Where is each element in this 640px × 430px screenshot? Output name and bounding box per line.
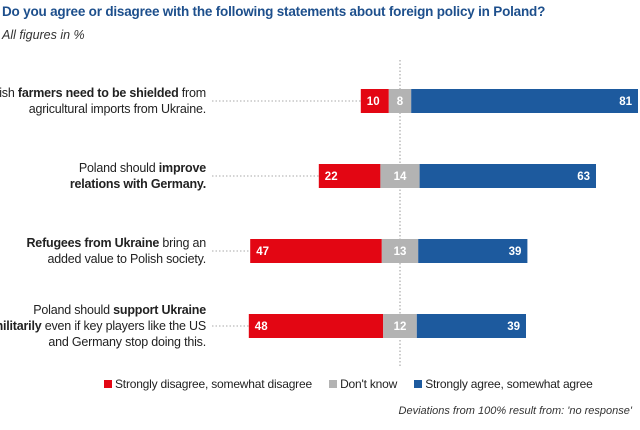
data-label-disagree: 48 bbox=[255, 321, 268, 333]
data-label-dont-know: 14 bbox=[394, 171, 407, 183]
chart-title: Do you agree or disagree with the follow… bbox=[2, 4, 546, 19]
bar-agree bbox=[416, 314, 526, 338]
bar-disagree bbox=[248, 314, 384, 338]
bar-agree bbox=[418, 239, 528, 263]
statement-label: Poland should improve relations with Germ… bbox=[70, 160, 206, 192]
legend-label-disagree: Strongly disagree, somewhat disagree bbox=[115, 377, 312, 391]
bar-agree bbox=[419, 164, 596, 188]
data-label-dont-know: 12 bbox=[394, 321, 407, 333]
data-label-dont-know: 13 bbox=[394, 246, 407, 258]
data-label-disagree: 10 bbox=[367, 96, 380, 108]
legend-swatch-disagree bbox=[104, 380, 112, 388]
data-label-agree: 39 bbox=[509, 246, 522, 258]
data-label-disagree: 22 bbox=[325, 171, 338, 183]
statement-text: support Ukraine bbox=[113, 303, 206, 317]
bar-dont-know bbox=[388, 89, 412, 113]
bar-disagree bbox=[250, 239, 382, 263]
legend-item-agree: Strongly agree, somewhat agree bbox=[414, 377, 593, 391]
bar-disagree bbox=[318, 164, 381, 188]
bar-dont-know bbox=[381, 239, 419, 263]
bar-dont-know bbox=[380, 164, 420, 188]
statement-text: farmers need to be shielded bbox=[17, 86, 179, 100]
chart-plot: 10 8 81 22 14 63 47 13 39 48 12 39 bbox=[212, 60, 638, 367]
statement-text: even if key players like the US bbox=[41, 319, 206, 333]
data-label-agree: 63 bbox=[577, 171, 590, 183]
data-label-agree: 39 bbox=[507, 321, 520, 333]
statement-text: relations with Germany. bbox=[69, 177, 206, 191]
legend: Strongly disagree, somewhat disagree Don… bbox=[104, 377, 607, 391]
chart-subtitle: All figures in % bbox=[2, 28, 85, 42]
statement-text: improve bbox=[158, 161, 206, 175]
data-label-dont-know: 8 bbox=[397, 96, 404, 108]
legend-item-dont-know: Don't know bbox=[329, 377, 397, 391]
statement-text: Poland should bbox=[33, 303, 114, 317]
statement-label: Refugees from Ukraine bring an added valu… bbox=[26, 235, 206, 267]
legend-label-dont-know: Don't know bbox=[340, 377, 398, 391]
statement-label: Polish farmers need to be shielded from a… bbox=[0, 85, 206, 117]
legend-item-disagree: Strongly disagree, somewhat disagree bbox=[104, 377, 312, 391]
bar-disagree bbox=[360, 89, 389, 113]
statement-text: agricultural imports from Ukraine. bbox=[28, 102, 206, 116]
statement-text: and Germany stop doing this. bbox=[48, 335, 206, 349]
statement-text: bring an bbox=[159, 236, 206, 250]
legend-swatch-agree bbox=[414, 380, 423, 388]
footnote: Deviations from 100% result from: 'no re… bbox=[398, 405, 632, 417]
statement-label: Poland should support Ukrainemilitarily … bbox=[0, 302, 206, 350]
data-label-disagree: 47 bbox=[256, 246, 269, 258]
bar-dont-know bbox=[383, 314, 417, 338]
bar-agree bbox=[411, 89, 638, 113]
statement-text: militarily bbox=[0, 319, 42, 333]
data-label-agree: 81 bbox=[619, 96, 632, 108]
statement-text: Refugees from Ukraine bbox=[26, 236, 160, 250]
statement-text: Polish bbox=[0, 86, 15, 100]
legend-label-agree: Strongly agree, somewhat agree bbox=[425, 377, 593, 391]
statement-text: Poland should bbox=[78, 161, 159, 175]
statement-text: from bbox=[178, 86, 206, 100]
legend-swatch-dont-know bbox=[329, 380, 338, 388]
statement-text: added value to Polish society. bbox=[47, 252, 207, 266]
